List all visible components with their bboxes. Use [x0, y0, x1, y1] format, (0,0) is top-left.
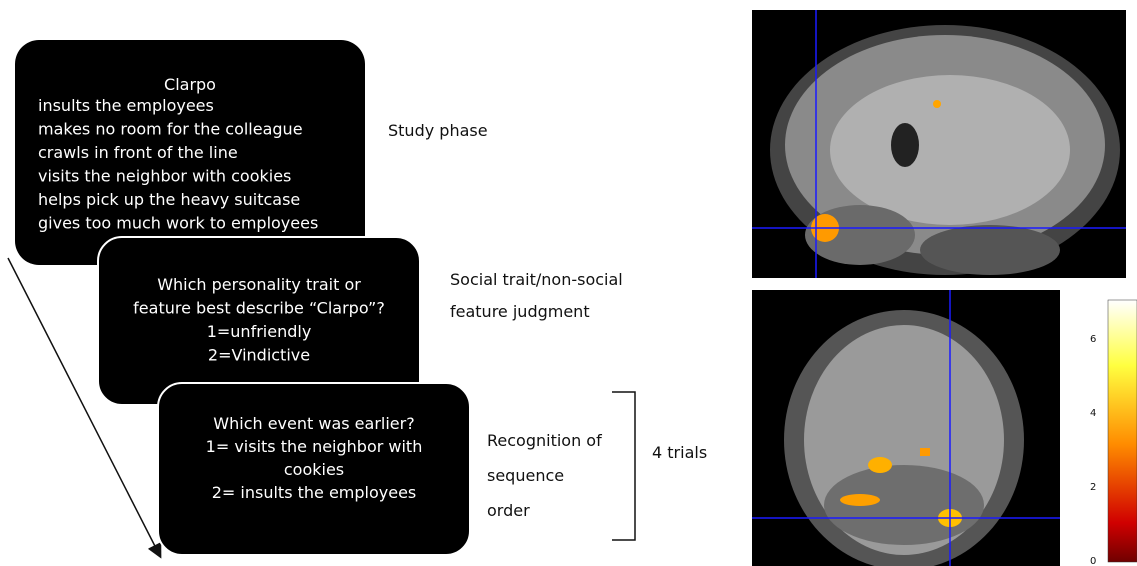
judgment-line: 2=Vindictive	[208, 346, 310, 365]
recognition-line: Which event was earlier?	[213, 414, 414, 433]
study-label: Study phase	[388, 121, 488, 140]
recognition-label-line: sequence	[487, 466, 564, 485]
colorbar-tick: 6	[1090, 334, 1096, 345]
colorbar-tick: 0	[1090, 556, 1096, 566]
judgment-label-line: Social trait/non-social	[450, 270, 623, 289]
recognition-line: 2= insults the employees	[212, 483, 417, 502]
study-lines: insults the employees makes no room for t…	[38, 96, 318, 233]
study-line: insults the employees	[38, 96, 214, 115]
recognition-label-line: Recognition of	[487, 431, 602, 450]
colorbar-tick: 4	[1090, 408, 1096, 419]
judgment-lines: Which personality trait or feature best d…	[133, 275, 385, 365]
brain-sagittal	[752, 10, 1126, 278]
recognition-box	[157, 382, 471, 556]
judgment-box	[97, 236, 421, 406]
recognition-label-line: order	[487, 501, 530, 520]
judgment-line: 1=unfriendly	[207, 322, 312, 341]
brain-coronal	[752, 290, 1060, 566]
colorbar-tick: 2	[1090, 482, 1096, 493]
judgment-label-line: feature judgment	[450, 302, 590, 321]
judgment-line: Which personality trait or	[157, 275, 361, 294]
study-line: visits the neighbor with cookies	[38, 167, 291, 186]
study-line: crawls in front of the line	[38, 143, 238, 162]
judgment-label: Social trait/non-social feature judgment	[450, 270, 623, 321]
recognition-line: 1= visits the neighbor with	[206, 437, 423, 456]
study-line: makes no room for the colleague	[38, 120, 303, 139]
recognition-line: cookies	[284, 460, 344, 479]
study-line: helps pick up the heavy suitcase	[38, 190, 300, 209]
judgment-line: feature best describe “Clarpo”?	[133, 299, 385, 318]
study-title: Clarpo	[164, 75, 216, 94]
colorbar	[1107, 299, 1137, 563]
study-line: gives too much work to employees	[38, 214, 318, 233]
sequence-arrow	[7, 257, 162, 559]
colorbar-ticks: 0 2 4 6	[1090, 334, 1096, 566]
study-box	[15, 40, 365, 265]
trials-label: 4 trials	[652, 443, 707, 462]
recognition-lines: Which event was earlier? 1= visits the ne…	[206, 414, 423, 502]
bracket	[612, 391, 636, 541]
recognition-label: Recognition of sequence order	[487, 431, 602, 520]
